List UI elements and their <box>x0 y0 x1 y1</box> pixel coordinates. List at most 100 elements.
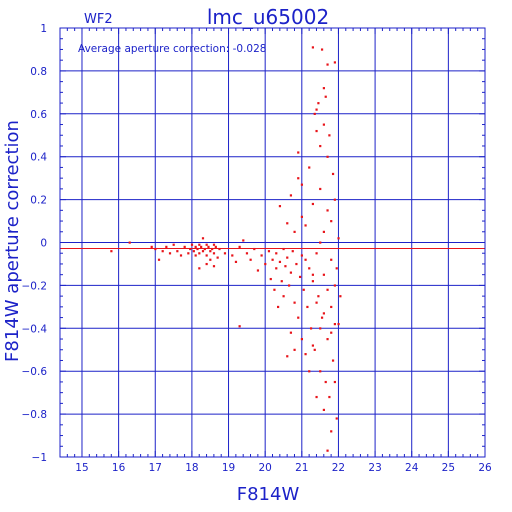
y-tick-label: −0.8 <box>22 409 48 421</box>
x-tick-label: 16 <box>112 462 126 474</box>
data-point <box>304 258 307 261</box>
data-point <box>234 260 238 264</box>
data-point <box>190 243 194 246</box>
data-point <box>300 338 304 341</box>
data-point <box>198 243 201 246</box>
data-point <box>212 265 216 268</box>
x-tick-label: 26 <box>478 462 492 474</box>
y-tick-label: −0.6 <box>22 366 48 378</box>
data-point <box>198 252 201 255</box>
data-point <box>300 254 304 257</box>
data-point <box>205 243 208 246</box>
data-point <box>335 267 338 270</box>
y-tick-label: 0.8 <box>30 66 47 78</box>
data-point <box>286 355 289 358</box>
data-point <box>315 108 318 111</box>
data-point <box>245 252 249 255</box>
axis-ticks: 15 16 17 18 19 20 21 22 23 24 25 26 −1 −0.8 −0.6 −0.4 −0… <box>22 23 492 474</box>
data-point <box>128 241 131 244</box>
data-point <box>319 327 322 330</box>
data-point <box>322 273 325 276</box>
data-point <box>200 245 203 248</box>
data-points <box>110 46 342 452</box>
data-point <box>298 275 302 279</box>
data-point <box>194 254 197 257</box>
data-point <box>308 166 311 169</box>
data-point <box>320 48 324 51</box>
data-point <box>207 245 210 248</box>
x-tick-label: 15 <box>75 462 88 474</box>
data-point <box>319 144 322 148</box>
data-point <box>269 277 272 281</box>
data-point <box>326 288 329 291</box>
x-tick-label: 22 <box>332 462 345 474</box>
data-point <box>315 301 318 304</box>
y-axis-label: F814W aperture correction <box>2 120 23 362</box>
data-point <box>295 262 298 266</box>
data-point <box>339 295 342 298</box>
data-point <box>330 430 333 433</box>
data-point <box>311 273 315 276</box>
data-point <box>333 284 336 287</box>
data-point <box>264 262 267 266</box>
data-point <box>311 344 315 347</box>
data-point <box>333 323 336 326</box>
data-point <box>322 408 325 412</box>
data-point <box>293 301 296 304</box>
data-point <box>311 46 315 49</box>
data-point <box>319 187 322 191</box>
data-point <box>289 271 293 274</box>
x-tick-label: 20 <box>258 462 271 474</box>
y-tick-label: 0.2 <box>30 195 47 207</box>
data-point <box>212 243 216 246</box>
data-point <box>282 295 285 298</box>
data-point <box>110 250 113 253</box>
data-point <box>319 241 322 244</box>
data-point <box>293 230 296 233</box>
y-tick-label: 1 <box>40 23 47 35</box>
data-point <box>315 129 318 133</box>
data-point <box>284 265 287 268</box>
data-point <box>187 252 190 255</box>
data-point <box>168 252 172 255</box>
x-tick-label: 24 <box>405 462 419 474</box>
data-point <box>282 247 285 251</box>
data-point <box>328 134 331 137</box>
data-point <box>189 247 192 251</box>
data-point <box>286 256 289 259</box>
data-point <box>253 247 256 251</box>
data-point <box>297 316 300 319</box>
data-point <box>308 370 311 373</box>
y-tick-label: −1 <box>32 452 47 464</box>
data-point <box>333 380 336 384</box>
data-point <box>260 254 263 257</box>
data-point <box>205 254 208 257</box>
data-point <box>333 61 336 64</box>
y-tick-label: 0.6 <box>30 109 47 121</box>
data-point <box>192 250 195 253</box>
chart-title: lmc_u65002 <box>207 5 329 29</box>
data-point <box>333 198 336 201</box>
data-point <box>276 305 280 309</box>
data-point <box>289 331 293 334</box>
data-point <box>322 87 325 90</box>
data-point <box>150 245 153 248</box>
data-point <box>326 209 329 212</box>
data-point <box>209 250 212 253</box>
data-point <box>324 95 327 98</box>
y-tick-label: 0.4 <box>30 152 47 164</box>
data-point <box>273 288 276 291</box>
data-point <box>297 151 300 154</box>
data-point <box>313 348 316 351</box>
data-point <box>326 155 329 158</box>
data-point <box>183 245 186 248</box>
data-point <box>328 395 331 399</box>
grid-lines <box>60 28 485 457</box>
data-point <box>311 280 315 283</box>
data-point <box>157 258 161 261</box>
data-point <box>315 395 318 399</box>
data-point <box>218 247 221 251</box>
data-point <box>205 262 208 266</box>
data-point <box>287 284 291 287</box>
